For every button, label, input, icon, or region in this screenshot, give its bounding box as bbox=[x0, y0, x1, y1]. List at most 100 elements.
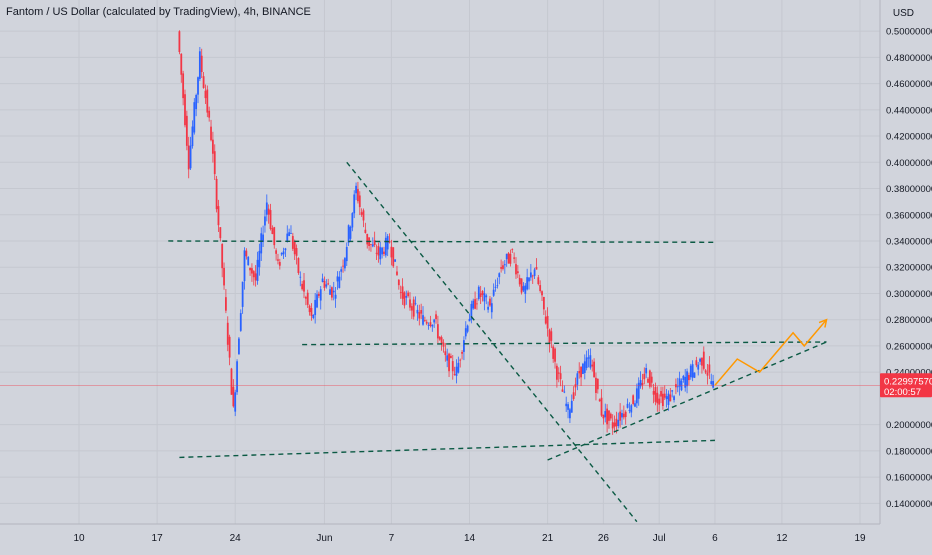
candle-down bbox=[225, 288, 227, 314]
candle-up bbox=[466, 324, 469, 334]
candle-body bbox=[265, 202, 268, 215]
candle-body bbox=[327, 283, 330, 285]
candle-down bbox=[399, 285, 402, 299]
candle-up bbox=[635, 383, 638, 409]
candle-body bbox=[446, 355, 449, 361]
candle-body bbox=[524, 285, 527, 294]
x-tick-label: 21 bbox=[542, 533, 554, 544]
candle-up bbox=[468, 313, 471, 322]
candle-body bbox=[193, 102, 196, 133]
candle-body bbox=[284, 248, 287, 251]
candle-up bbox=[319, 286, 322, 310]
candle-body bbox=[293, 241, 296, 255]
candle-body bbox=[213, 151, 216, 175]
candle-body bbox=[628, 409, 631, 411]
candle-body bbox=[563, 391, 566, 393]
x-tick-label: 24 bbox=[230, 533, 242, 544]
candle-body bbox=[654, 387, 657, 402]
candle-up bbox=[239, 309, 242, 332]
candle-body bbox=[258, 250, 261, 268]
candle-down bbox=[251, 263, 253, 282]
candle-down bbox=[591, 359, 594, 372]
candle-body bbox=[710, 381, 713, 384]
horizontal-dashed-line[interactable] bbox=[302, 341, 827, 346]
candle-up bbox=[582, 362, 584, 375]
gridlines bbox=[0, 0, 880, 524]
candle-body bbox=[394, 259, 397, 262]
candle-body bbox=[701, 357, 703, 366]
candle-down bbox=[489, 296, 491, 307]
candle-up bbox=[693, 372, 696, 379]
candle-down bbox=[269, 203, 272, 231]
candle-up bbox=[414, 296, 417, 306]
candle-down bbox=[535, 258, 538, 270]
candle-body bbox=[474, 299, 476, 309]
candle-body bbox=[704, 370, 707, 373]
candle-body bbox=[453, 374, 456, 375]
candle-up bbox=[626, 398, 629, 409]
candle-up bbox=[433, 318, 436, 328]
y-axis-background bbox=[880, 0, 932, 550]
candle-body bbox=[360, 212, 363, 215]
candle-down bbox=[425, 319, 428, 326]
candle-up bbox=[483, 287, 486, 311]
candle-body bbox=[436, 324, 439, 339]
candle-down bbox=[228, 334, 231, 366]
candle-up bbox=[503, 259, 506, 274]
candle-up bbox=[371, 237, 374, 248]
candle-body bbox=[712, 381, 714, 388]
candle-up bbox=[494, 279, 497, 292]
candle-down bbox=[554, 347, 556, 369]
candle-down bbox=[595, 372, 597, 401]
candle-body bbox=[332, 290, 335, 293]
candle-down bbox=[182, 70, 185, 106]
candle-down bbox=[223, 262, 225, 290]
candle-body bbox=[221, 244, 224, 269]
candle-body bbox=[591, 364, 594, 367]
candle-body bbox=[678, 378, 681, 387]
candle-down bbox=[520, 278, 523, 295]
candle-down bbox=[652, 383, 655, 404]
candle-body bbox=[541, 291, 543, 296]
candle-body bbox=[379, 247, 382, 260]
candle-body bbox=[197, 77, 199, 95]
candle-body bbox=[280, 253, 283, 255]
candle-body bbox=[481, 290, 484, 295]
y-tick-label: 0.16000000 bbox=[886, 473, 932, 484]
candle-body bbox=[256, 259, 259, 281]
candle-down bbox=[606, 404, 609, 433]
candle-up bbox=[262, 225, 264, 248]
candle-body bbox=[371, 244, 374, 247]
candle-body bbox=[661, 393, 664, 407]
y-tick-label: 0.28000000 bbox=[886, 315, 932, 326]
descending-trendline-line[interactable] bbox=[346, 161, 638, 523]
candle-down bbox=[211, 131, 214, 163]
candle-down bbox=[210, 119, 212, 142]
candle-down bbox=[215, 175, 218, 213]
x-tick-label: 7 bbox=[389, 533, 395, 544]
candle-body bbox=[301, 283, 304, 290]
candle-down bbox=[377, 242, 380, 263]
candle-down bbox=[403, 291, 406, 309]
horizontal-dashed-line[interactable] bbox=[168, 240, 715, 243]
candle-body bbox=[288, 232, 291, 236]
y-tick-label: 0.24000000 bbox=[886, 368, 932, 379]
ascending-trendline-line[interactable] bbox=[547, 341, 827, 461]
horizontal-dashed-line[interactable] bbox=[179, 439, 715, 459]
candle-down bbox=[254, 265, 257, 287]
projection-path[interactable] bbox=[714, 319, 828, 386]
candle-down bbox=[392, 247, 395, 268]
candle-body bbox=[370, 244, 372, 245]
candle-down bbox=[647, 377, 649, 384]
candle-down bbox=[297, 257, 300, 275]
candle-body bbox=[511, 249, 514, 251]
candle-down bbox=[550, 327, 553, 349]
candle-body bbox=[366, 233, 369, 245]
candle-body bbox=[688, 375, 690, 381]
candle-up bbox=[344, 256, 346, 272]
candle-up bbox=[565, 396, 568, 413]
candle-up bbox=[394, 259, 397, 262]
candle-body bbox=[234, 392, 237, 412]
